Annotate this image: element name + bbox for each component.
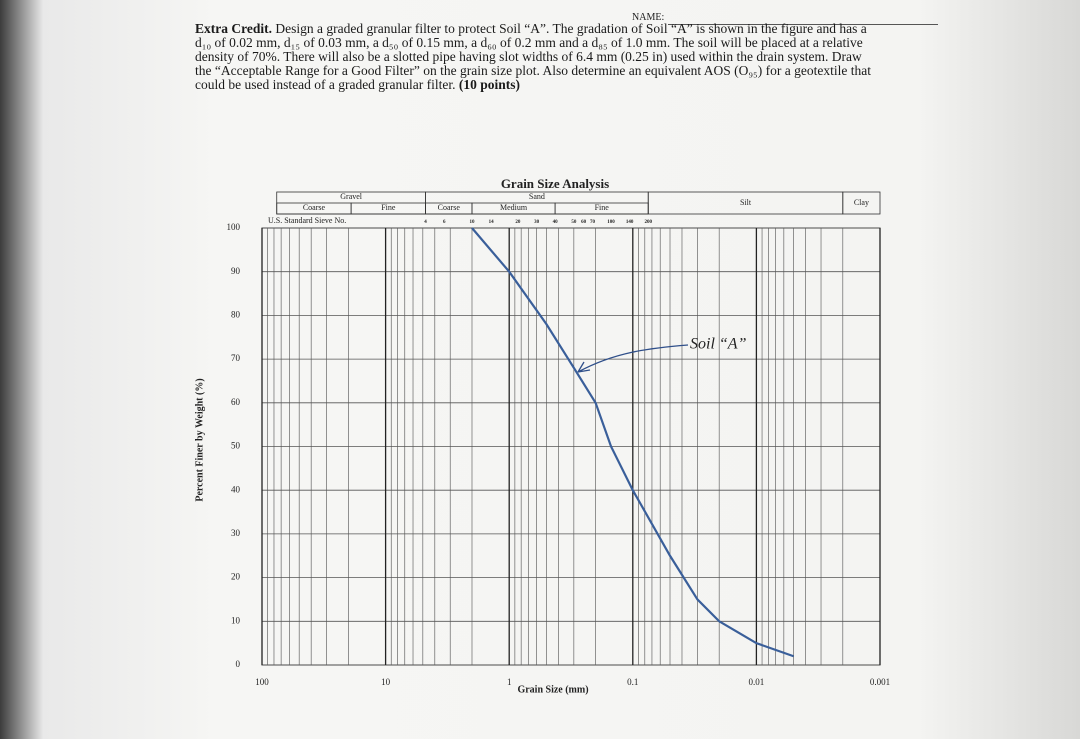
y-tick-label: 70: [231, 353, 241, 363]
y-tick-label: 0: [236, 659, 241, 669]
y-tick-label: 100: [227, 222, 241, 232]
sieve-number: 30: [534, 220, 540, 225]
x-tick-label: 1: [507, 677, 512, 687]
chart-title: Grain Size Analysis: [501, 176, 609, 191]
sieve-number: 40: [553, 220, 559, 225]
sieve-number: 4: [424, 220, 427, 225]
problem: Extra Credit. Design a graded granular f…: [195, 22, 875, 92]
name-line: [668, 24, 938, 25]
band-label: Fine: [595, 203, 610, 212]
y-tick-label: 80: [231, 309, 241, 319]
sieve-number: 70: [590, 220, 596, 225]
band-label: Fine: [381, 203, 396, 212]
band-label: Medium: [500, 203, 528, 212]
sieve-number: 60: [581, 220, 587, 225]
problem-body: Design a graded granular filter to prote…: [195, 21, 871, 92]
band-label: Silt: [740, 198, 752, 207]
y-tick-label: 50: [231, 441, 241, 451]
y-tick-label: 20: [231, 572, 241, 582]
sieve-number: 100: [607, 220, 615, 225]
x-tick-label: 0.01: [749, 677, 765, 687]
sieve-number: 20: [515, 220, 521, 225]
band-label: Gravel: [340, 192, 363, 201]
sieve-number: 140: [626, 220, 634, 225]
y-axis-label: Percent Finer by Weight (%): [194, 378, 205, 501]
data-line: [471, 227, 794, 658]
y-tick-label: 60: [231, 397, 241, 407]
band-label: Clay: [854, 198, 869, 207]
x-axis-label: Grain Size (mm): [517, 684, 588, 695]
sieve-number: 14: [489, 220, 495, 225]
annotation: Soil “A”: [690, 336, 747, 353]
x-tick-label: 0.1: [627, 677, 638, 687]
sieve-number: 50: [571, 220, 577, 225]
x-tick-label: 0.001: [870, 677, 890, 687]
name-label: NAME:: [632, 12, 665, 23]
problem-lead: Extra Credit.: [195, 21, 272, 36]
band-label: Coarse: [303, 203, 326, 212]
band-label: Coarse: [438, 203, 461, 212]
y-tick-label: 90: [231, 266, 241, 276]
y-tick-label: 30: [231, 528, 241, 538]
annotation-arrow: [577, 344, 689, 373]
band-box: [842, 191, 881, 215]
problem-points: (10 points): [458, 77, 521, 92]
y-tick-label: 40: [231, 484, 241, 494]
band-label: Sand: [529, 192, 545, 201]
sieve-label: U.S. Standard Sieve No.: [268, 216, 346, 225]
band-box: [554, 202, 649, 215]
y-tick-label: 10: [231, 615, 241, 625]
x-tick-label: 100: [255, 677, 269, 687]
x-tick-label: 10: [381, 677, 391, 687]
sieve-number: 200: [644, 220, 652, 225]
sieve-number: 10: [469, 220, 475, 225]
sieve-number: 6: [443, 220, 446, 225]
